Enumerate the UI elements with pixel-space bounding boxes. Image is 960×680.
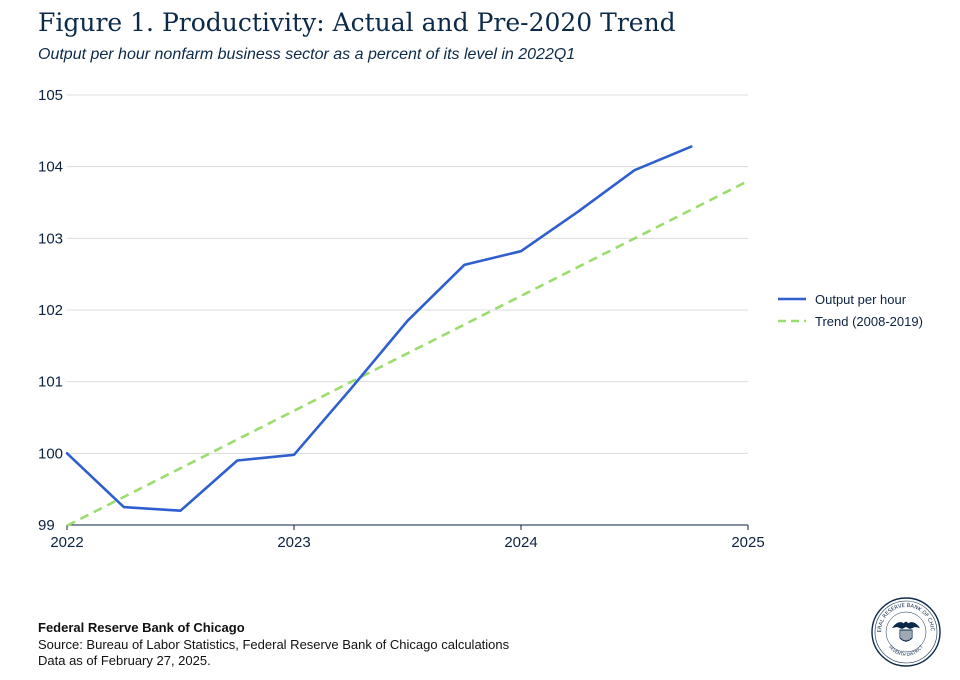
x-tick-label: 2025 xyxy=(731,534,764,551)
chart-subtitle: Output per hour nonfarm business sector … xyxy=(38,46,576,63)
svg-text:SEVENTH DISTRICT: SEVENTH DISTRICT xyxy=(888,644,924,657)
grid xyxy=(67,94,748,454)
legend: Output per hour Trend (2008-2019) xyxy=(778,292,923,329)
y-tick-label: 100 xyxy=(38,445,63,462)
y-tick-label: 104 xyxy=(38,159,63,176)
footer-organization: Federal Reserve Bank of Chicago xyxy=(38,620,245,635)
y-tick-label: 103 xyxy=(38,230,63,247)
output-per-hour-series-line xyxy=(65,145,693,513)
footer-date: Data as of February 27, 2025. xyxy=(38,653,211,668)
legend-label: Output per hour xyxy=(815,292,907,307)
chart-title: Figure 1. Productivity: Actual and Pre-2… xyxy=(38,8,676,37)
trend-series-line xyxy=(66,179,749,527)
y-tick-label: 102 xyxy=(38,302,63,319)
x-axis-ticks: 2022 2023 2024 2025 xyxy=(50,524,765,551)
line-chart: 99 100 101 102 103 104 105 2022 2023 2024 2025 Ou… xyxy=(38,87,923,551)
legend-label: Trend (2008-2019) xyxy=(815,314,923,329)
fed-seal-logo: FEDERAL RESERVE BANK OF CHICAGO SEVENTH … xyxy=(870,596,941,667)
footer-source: Source: Bureau of Labor Statistics, Fede… xyxy=(38,637,510,652)
series-lines xyxy=(65,145,749,527)
y-tick-label: 99 xyxy=(38,517,55,534)
x-tick-label: 2022 xyxy=(50,534,83,551)
x-tick-label: 2023 xyxy=(277,534,310,551)
y-tick-label: 105 xyxy=(38,87,63,104)
x-tick-label: 2024 xyxy=(504,534,537,551)
y-axis-ticks: 99 100 101 102 103 104 105 xyxy=(38,87,63,534)
y-tick-label: 101 xyxy=(38,374,63,391)
